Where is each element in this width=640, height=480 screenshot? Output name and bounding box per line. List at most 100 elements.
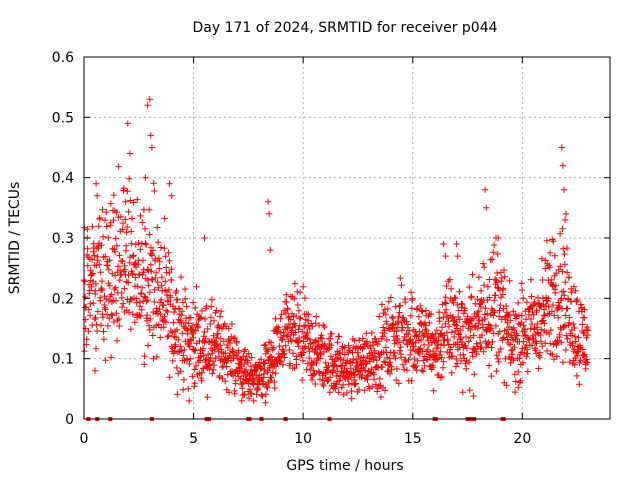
- data-point: [363, 338, 371, 345]
- data-point: [103, 208, 110, 216]
- data-point: [126, 254, 134, 261]
- data-point: [83, 336, 90, 343]
- data-point: [179, 299, 187, 306]
- data-point: [301, 294, 309, 302]
- data-point: [258, 364, 265, 371]
- data-point: [113, 209, 120, 216]
- data-point: [311, 370, 318, 377]
- data-point: [106, 256, 113, 264]
- data-point: [469, 271, 476, 278]
- data-point: [407, 346, 414, 354]
- data-point: [455, 331, 463, 338]
- data-point: [456, 316, 463, 323]
- data-point: [245, 395, 253, 402]
- data-point: [102, 357, 109, 364]
- data-point: [171, 347, 178, 355]
- data-point: [296, 322, 303, 329]
- data-point: [556, 331, 563, 338]
- data-point: [156, 258, 163, 265]
- data-point: [210, 366, 217, 373]
- data-point: [326, 374, 334, 381]
- data-point: [424, 333, 431, 341]
- data-point: [395, 313, 402, 320]
- data-point: [551, 252, 558, 259]
- data-point: [101, 304, 108, 311]
- data-point: [158, 296, 165, 304]
- data-point: [386, 355, 393, 362]
- data-point: [98, 286, 106, 293]
- data-point: [446, 276, 454, 283]
- data-point: [491, 308, 498, 316]
- data-point: [539, 276, 546, 284]
- data-point: [147, 315, 154, 323]
- data-point: [91, 252, 98, 259]
- data-point: [414, 357, 421, 364]
- data-point: [181, 285, 189, 293]
- data-point: [405, 356, 412, 364]
- data-point: [121, 285, 128, 292]
- data-point: [395, 380, 403, 387]
- data-point: [566, 319, 573, 327]
- data-point: [524, 368, 531, 375]
- data-point: [394, 335, 401, 342]
- data-point: [197, 353, 204, 360]
- data-point: [141, 352, 148, 360]
- data-point: [213, 334, 220, 341]
- data-point: [510, 357, 517, 364]
- data-point: [150, 308, 157, 316]
- data-point: [553, 341, 560, 349]
- data-point: [115, 315, 123, 323]
- data-point: [389, 314, 397, 322]
- data-point: [154, 224, 161, 231]
- data-point: [142, 241, 150, 248]
- data-point: [527, 315, 535, 323]
- data-point: [299, 357, 307, 364]
- y-tick-label: 0.5: [52, 110, 74, 126]
- data-point: [542, 265, 549, 272]
- data-point: [334, 339, 341, 346]
- data-point: [264, 384, 271, 392]
- data-points-layer: [80, 96, 592, 421]
- data-point: [581, 314, 588, 321]
- data-point: [223, 363, 230, 370]
- data-point: [453, 325, 461, 332]
- data-point: [368, 329, 375, 337]
- data-point: [160, 301, 167, 309]
- data-point: [257, 356, 265, 363]
- data-point: [434, 355, 441, 362]
- data-point: [562, 346, 570, 354]
- data-point: [250, 397, 257, 405]
- data-point: [327, 353, 335, 360]
- data-point: [235, 360, 242, 367]
- data-point: [580, 352, 587, 359]
- data-point: [81, 278, 88, 285]
- data-point: [400, 366, 408, 373]
- data-point: [571, 333, 579, 340]
- data-point: [506, 277, 513, 285]
- data-point: [496, 307, 503, 314]
- data-point: [514, 299, 522, 307]
- data-point: [118, 294, 125, 301]
- data-point: [334, 378, 342, 385]
- data-point: [93, 262, 100, 269]
- data-point: [380, 324, 387, 331]
- data-point: [92, 280, 100, 288]
- data-point: [201, 339, 208, 346]
- data-point: [521, 349, 528, 356]
- data-point: [232, 377, 239, 384]
- data-point: [322, 359, 329, 366]
- data-point: [240, 372, 247, 380]
- data-point: [137, 212, 144, 220]
- data-point: [307, 365, 314, 373]
- data-point: [317, 351, 325, 359]
- data-point: [566, 314, 573, 321]
- data-point: [117, 213, 125, 221]
- data-point: [486, 276, 493, 283]
- data-point: [559, 268, 566, 275]
- data-point: [467, 294, 475, 301]
- data-point: [570, 283, 578, 290]
- data-point: [402, 298, 409, 306]
- data-point: [138, 306, 145, 313]
- data-point: [474, 309, 481, 317]
